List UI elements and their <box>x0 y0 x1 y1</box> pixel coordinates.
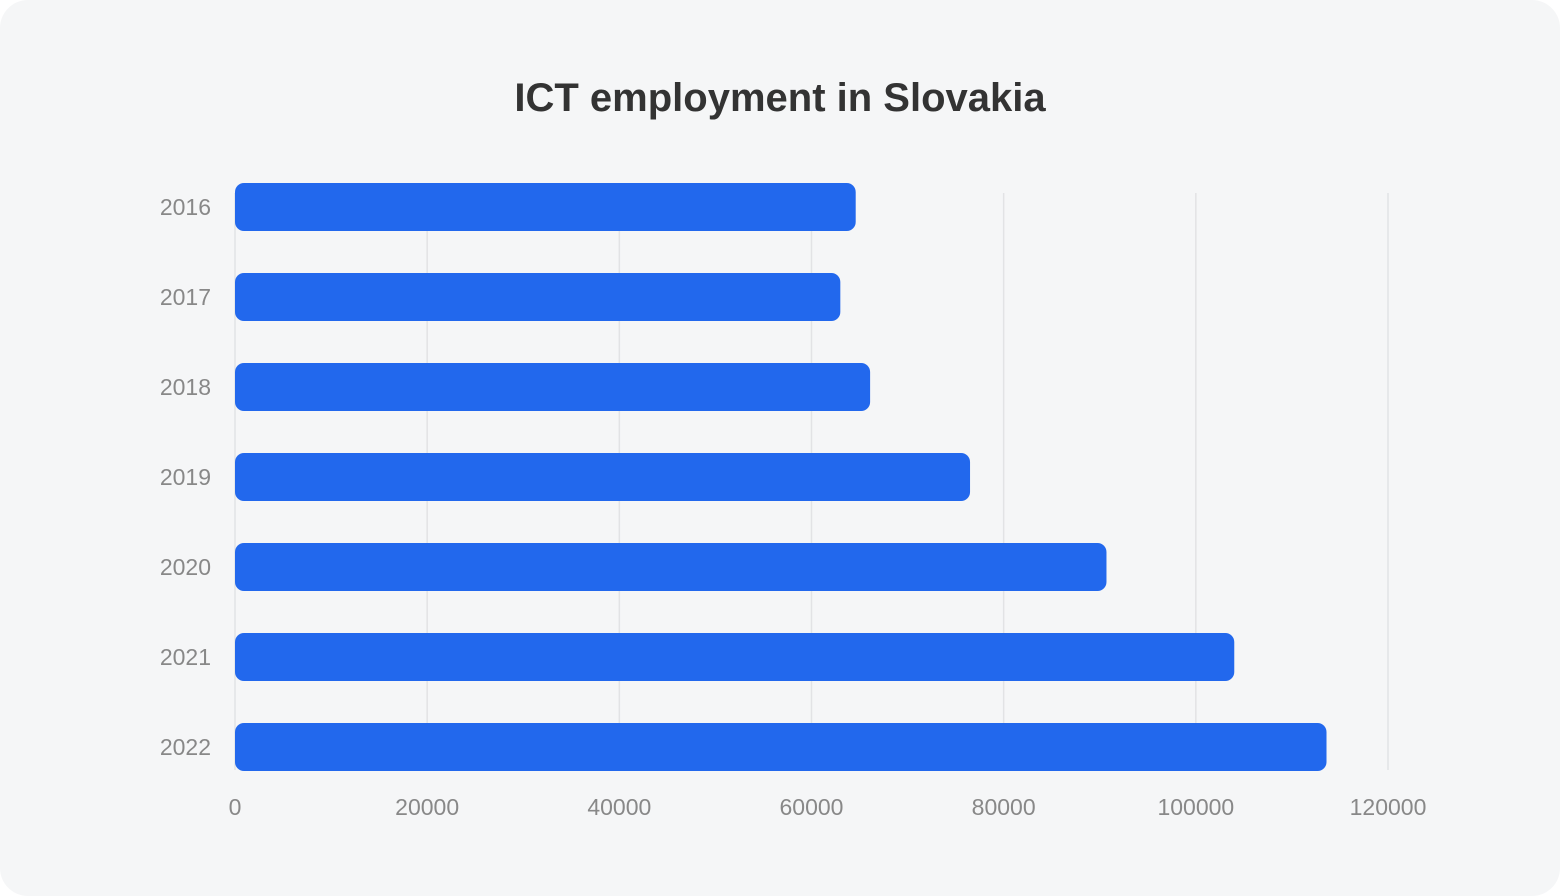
y-tick-label: 2017 <box>160 284 211 310</box>
x-tick-label: 60000 <box>780 794 844 820</box>
bar-2019 <box>235 453 971 501</box>
y-tick-label: 2016 <box>160 194 211 220</box>
y-tick-label: 2018 <box>160 374 211 400</box>
y-tick-label: 2021 <box>160 644 211 670</box>
bar-2016 <box>235 183 856 231</box>
bar-2022 <box>235 723 1327 771</box>
x-tick-label: 120000 <box>1350 794 1427 820</box>
y-tick-label: 2019 <box>160 464 211 490</box>
y-tick-label: 2020 <box>160 554 211 580</box>
bar-2021 <box>235 633 1235 681</box>
x-tick-label: 100000 <box>1157 794 1234 820</box>
y-tick-label: 2022 <box>160 734 211 760</box>
chart-title: ICT employment in Slovakia <box>514 76 1046 120</box>
bar-2018 <box>235 363 871 411</box>
x-tick-label: 0 <box>229 794 242 820</box>
x-tick-label: 20000 <box>395 794 459 820</box>
bar-2017 <box>235 273 841 321</box>
x-tick-label: 40000 <box>587 794 651 820</box>
bar-2020 <box>235 543 1107 591</box>
x-tick-label: 80000 <box>972 794 1036 820</box>
